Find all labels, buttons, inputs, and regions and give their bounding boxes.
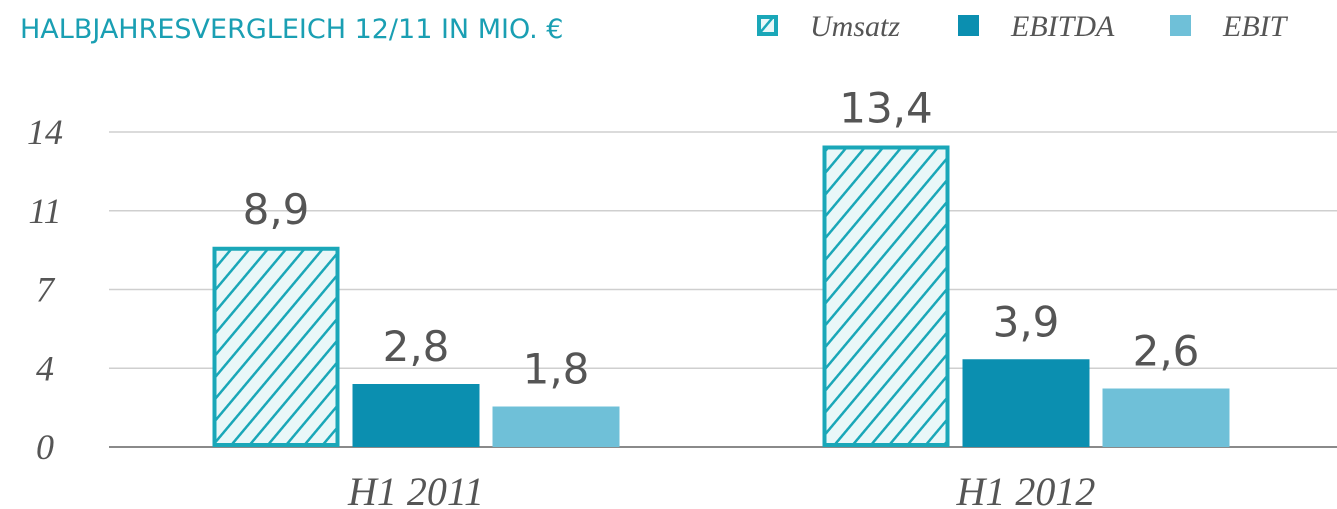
legend-label: EBIT: [1222, 10, 1289, 43]
y-tick-label: 14: [27, 112, 63, 152]
y-tick-label: 0: [36, 427, 54, 467]
bar: [492, 406, 620, 447]
bar: [822, 145, 950, 447]
bar: [962, 359, 1090, 447]
legend-swatch: [1170, 15, 1191, 36]
chart-title: HALBJAHRESVERGLEICH 12/11 IN MIO. €: [20, 14, 563, 45]
bar: [212, 246, 340, 447]
y-tick-label: 11: [28, 191, 61, 231]
value-label: 13,4: [839, 84, 933, 133]
value-label: 2,8: [383, 322, 450, 371]
x-tick-label: H1 2012: [956, 469, 1096, 509]
x-tick-label: H1 2011: [347, 469, 484, 509]
legend-swatch: [757, 15, 778, 36]
bar: [1102, 388, 1230, 447]
y-tick-label: 7: [36, 270, 56, 310]
value-label: 1,8: [523, 345, 590, 394]
bar: [352, 384, 480, 447]
legend-label: Umsatz: [810, 10, 900, 43]
legend-label: EBITDA: [1010, 10, 1115, 43]
value-label: 8,9: [243, 185, 310, 234]
y-tick-label: 4: [36, 348, 54, 388]
value-label: 3,9: [993, 297, 1060, 346]
legend-swatch: [958, 15, 979, 36]
value-label: 2,6: [1133, 327, 1200, 376]
